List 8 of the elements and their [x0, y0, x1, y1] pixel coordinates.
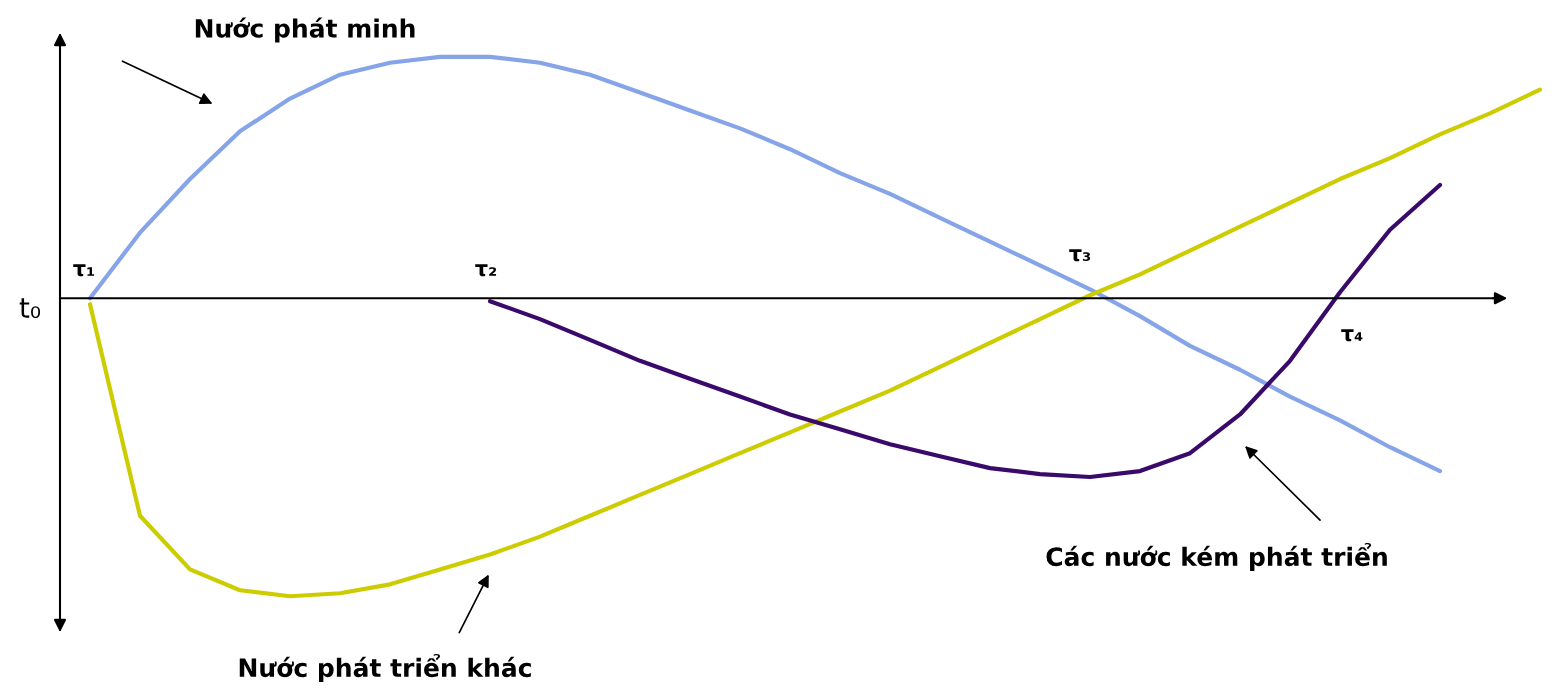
- annotation: τ₂: [475, 264, 497, 277]
- text: Các nước kém phát triển: [1046, 542, 1387, 572]
- text: Nước phát triển khác: [239, 653, 531, 683]
- annotation: τ₄: [1341, 329, 1363, 342]
- annotation: τ₁: [73, 264, 95, 277]
- series-label: Nước phát minh: [195, 17, 415, 43]
- annotation: τ₃: [1069, 249, 1091, 262]
- text: t₀: [19, 298, 41, 318]
